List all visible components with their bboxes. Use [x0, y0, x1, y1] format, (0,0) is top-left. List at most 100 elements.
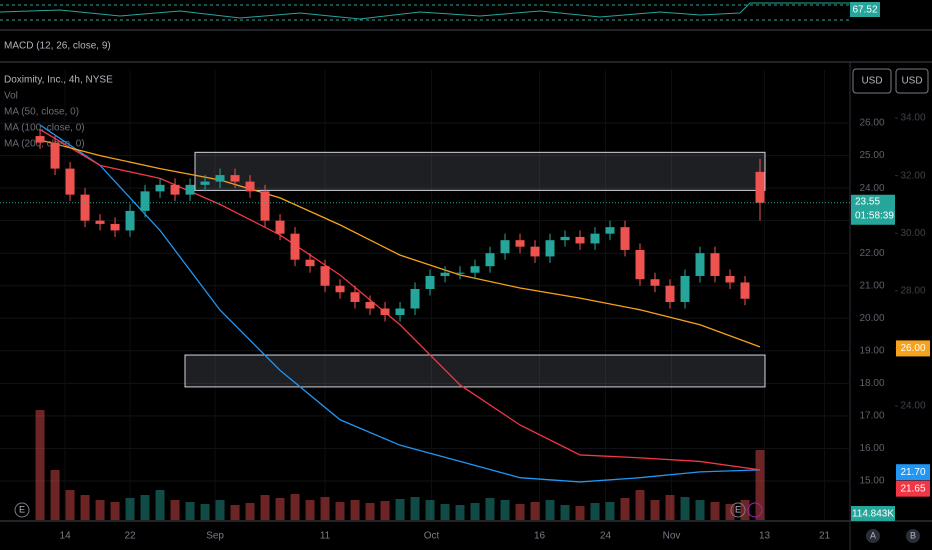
indicator-label: MA (100, close, 0)	[4, 123, 85, 134]
candle-body	[35, 136, 45, 143]
volume-bar	[545, 500, 555, 520]
volume-bar	[305, 500, 315, 520]
candle-body	[545, 240, 555, 257]
candle-body	[680, 275, 690, 302]
x-tick-label: 21	[819, 531, 831, 542]
candle-body	[485, 253, 495, 267]
bottom-button-label[interactable]: A	[870, 530, 876, 540]
volume-bar	[395, 499, 405, 520]
rsi-line	[0, 2, 850, 20]
volume-bar	[665, 495, 675, 520]
volume-bar	[365, 503, 375, 520]
y-tick-label: 24.00	[859, 183, 884, 194]
y-tick-label: 22.00	[859, 248, 884, 259]
candle-body	[215, 175, 225, 182]
bottom-button-label[interactable]: B	[910, 530, 916, 540]
zone-box	[184, 354, 766, 388]
volume-bar	[425, 500, 435, 520]
y-tick-label: 21.00	[859, 280, 884, 291]
candle-body	[710, 253, 720, 276]
candle-body	[515, 240, 525, 247]
bottom-button[interactable]	[906, 529, 920, 543]
candle-body	[245, 181, 255, 192]
indicator-label: MA (50, close, 0)	[4, 107, 79, 118]
candle-body	[170, 184, 180, 195]
bottom-button[interactable]	[866, 529, 880, 543]
candle-body	[530, 246, 540, 257]
candle-body	[605, 227, 615, 234]
y2-tick-label: 28.00	[900, 285, 925, 296]
candle-body	[380, 308, 390, 316]
candle-body	[65, 168, 75, 195]
y2-tag	[896, 340, 930, 357]
x-tick-label: 24	[600, 531, 612, 542]
candle-body	[695, 253, 705, 276]
volume-bar	[500, 500, 510, 520]
volume-bar	[125, 498, 135, 520]
candle-body	[425, 275, 435, 289]
y2-tick-label: 34.00	[900, 113, 925, 124]
dividend-icon[interactable]	[747, 502, 763, 518]
volume-bar	[290, 494, 300, 520]
volume-bar	[650, 500, 660, 520]
volume-bar	[410, 497, 420, 520]
candle-body	[305, 259, 315, 267]
candle-body	[290, 233, 300, 260]
indicator-label: MA (200, close, 0)	[4, 139, 85, 150]
currency-button[interactable]	[895, 68, 929, 94]
y2-tick-label: 30.00	[900, 228, 925, 239]
candle-body	[350, 292, 360, 302]
rsi-value: 67.52	[852, 5, 877, 16]
volume-bar	[335, 502, 345, 520]
currency-button-label[interactable]: USD	[861, 76, 882, 87]
event-icon-label[interactable]: E	[19, 504, 25, 514]
y-tick-label: 17.00	[859, 411, 884, 422]
volume-bar	[230, 505, 240, 520]
volume-bar	[65, 490, 75, 520]
candle-body	[395, 308, 405, 316]
volume-bar	[80, 495, 90, 520]
y-tick-label: 26.00	[859, 118, 884, 129]
candle-body	[635, 249, 645, 280]
volume-bar	[380, 501, 390, 520]
candle-body	[320, 266, 330, 286]
volume-bar	[440, 504, 450, 520]
volume-bar	[245, 503, 255, 520]
x-tick-label: 13	[759, 531, 771, 542]
candle-body	[455, 272, 465, 274]
chart-title: Doximity, Inc., 4h, NYSE	[4, 75, 113, 86]
event-icon[interactable]	[730, 502, 746, 518]
x-tick-label: Nov	[663, 531, 681, 542]
y2-tag-label: 21.70	[900, 467, 925, 478]
candle-body	[335, 285, 345, 293]
volume-bar	[560, 505, 570, 520]
volume-bar	[455, 505, 465, 520]
volume-bar	[620, 498, 630, 520]
candle-body	[410, 288, 420, 309]
event-icon[interactable]	[14, 502, 30, 518]
candle-body	[185, 184, 195, 195]
volume-bar	[110, 502, 120, 520]
volume-bar	[350, 500, 360, 520]
candle-body	[200, 181, 210, 185]
y2-tag-label: 26.00	[900, 343, 925, 354]
zone-box	[194, 151, 766, 191]
candle-body	[590, 233, 600, 244]
candle-body	[665, 285, 675, 302]
volume-bar	[185, 502, 195, 520]
volume-bar	[35, 410, 45, 520]
event-icon-label[interactable]: E	[735, 504, 741, 514]
currency-button-label[interactable]: USD	[901, 76, 922, 87]
x-tick-label: Oct	[424, 531, 440, 542]
y2-tag	[896, 480, 930, 497]
candle-body	[155, 184, 165, 192]
volume-bar	[320, 497, 330, 520]
y-tick-label: 16.00	[859, 443, 884, 454]
y-tick-label: 18.00	[859, 378, 884, 389]
y2-tick-label: 24.00	[900, 401, 925, 412]
volume-bar	[515, 504, 525, 520]
y2-tag-label: 21.65	[900, 483, 925, 494]
x-tick-label: 22	[124, 531, 136, 542]
currency-button[interactable]	[852, 68, 892, 94]
